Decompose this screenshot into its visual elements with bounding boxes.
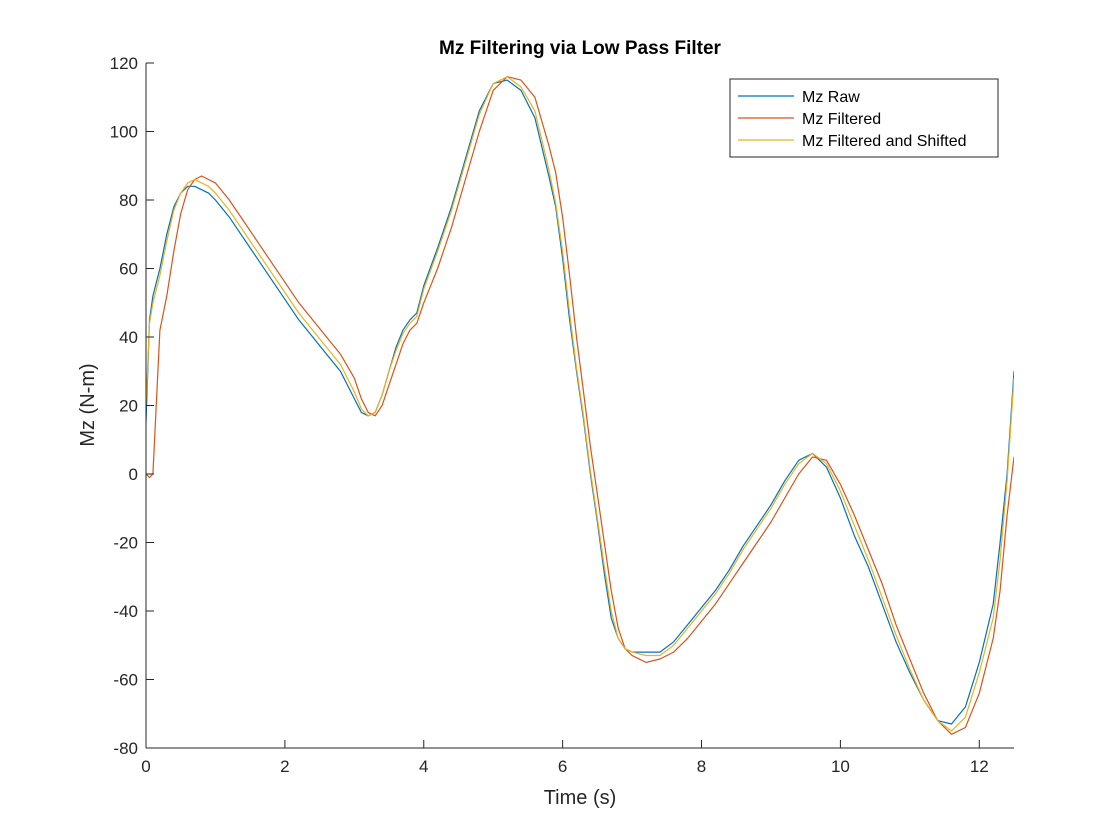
x-tick-label: 6: [558, 757, 567, 776]
legend-label-2: Mz Filtered: [802, 111, 881, 128]
x-tick-label: 2: [280, 757, 289, 776]
y-tick-label: -60: [113, 671, 138, 690]
chart-title: Mz Filtering via Low Pass Filter: [439, 38, 721, 59]
plot-background: [146, 63, 1014, 748]
y-tick-label: 0: [129, 465, 138, 484]
x-tick-label: 12: [970, 757, 989, 776]
y-tick-label: -80: [113, 739, 138, 758]
x-tick-label: 8: [697, 757, 706, 776]
y-tick-label: 80: [119, 191, 138, 210]
y-tick-label: -40: [113, 602, 138, 621]
series-line-2: [146, 76, 1014, 735]
series-line-3: [146, 76, 1014, 732]
axes: [145, 62, 1014, 749]
tick-labels: 0 2 4 6 8 10 12 -80 -60 -40 -20 0 20 40 60 80 100 120: [110, 54, 989, 776]
legend-label-1: Mz Raw: [802, 89, 860, 106]
series-line-1: [146, 79, 1014, 725]
x-axis-label: Time (s): [544, 787, 617, 809]
y-tick-label: 100: [110, 123, 138, 142]
y-axis-label: Mz (N-m): [77, 363, 99, 446]
y-tick-label: 40: [119, 328, 138, 347]
y-tick-label: 60: [119, 260, 138, 279]
y-tick-label: 20: [119, 397, 138, 416]
y-tick-label: -20: [113, 534, 138, 553]
x-tick-label: 4: [419, 757, 428, 776]
legend: Mz Raw Mz Filtered Mz Filtered and Shifted: [729, 78, 999, 158]
series-layer: [146, 76, 1014, 735]
y-tick-label: 120: [110, 54, 138, 73]
legend-label-3: Mz Filtered and Shifted: [802, 133, 967, 150]
x-tick-label: 10: [831, 757, 850, 776]
x-tick-label: 0: [141, 757, 150, 776]
plot-area: [146, 63, 1014, 748]
